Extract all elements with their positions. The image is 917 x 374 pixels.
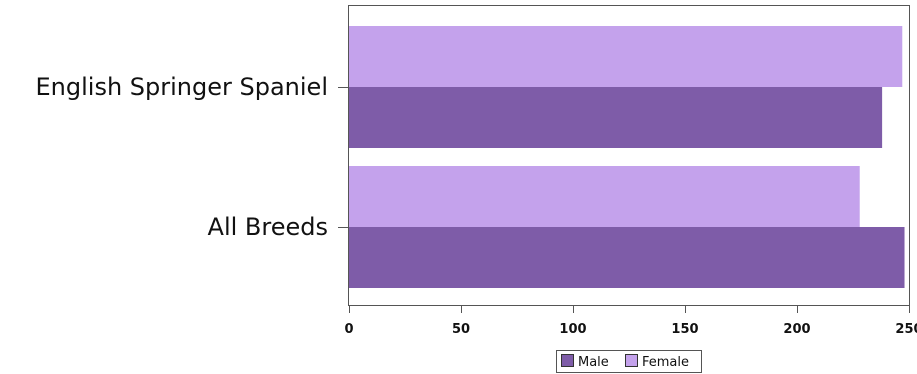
legend-swatch-male xyxy=(561,354,574,367)
x-tick-label: 200 xyxy=(783,322,810,337)
x-tick-label: 50 xyxy=(452,322,470,337)
x-tick-label: 100 xyxy=(559,322,586,337)
legend-label-female: Female xyxy=(642,355,689,370)
x-tick-label: 250 xyxy=(895,322,917,337)
x-tick-label: 150 xyxy=(671,322,698,337)
category-label: All Breeds xyxy=(208,213,328,241)
category-label: English Springer Spaniel xyxy=(36,73,329,101)
legend-swatch-female xyxy=(625,354,638,367)
category-axis: English Springer Spaniel All Breeds xyxy=(36,73,349,241)
x-axis: 0 50 100 150 200 250 xyxy=(344,306,917,337)
bar-female-english-springer-spaniel xyxy=(349,26,903,87)
bar-female-all-breeds xyxy=(349,166,860,227)
legend: Male Female xyxy=(556,350,702,373)
x-tick-label: 0 xyxy=(344,322,353,337)
bar-male-all-breeds xyxy=(349,227,905,288)
bars-layer xyxy=(349,26,905,288)
bar-male-english-springer-spaniel xyxy=(349,87,883,148)
legend-label-male: Male xyxy=(578,355,609,370)
plot-frame xyxy=(348,5,910,306)
